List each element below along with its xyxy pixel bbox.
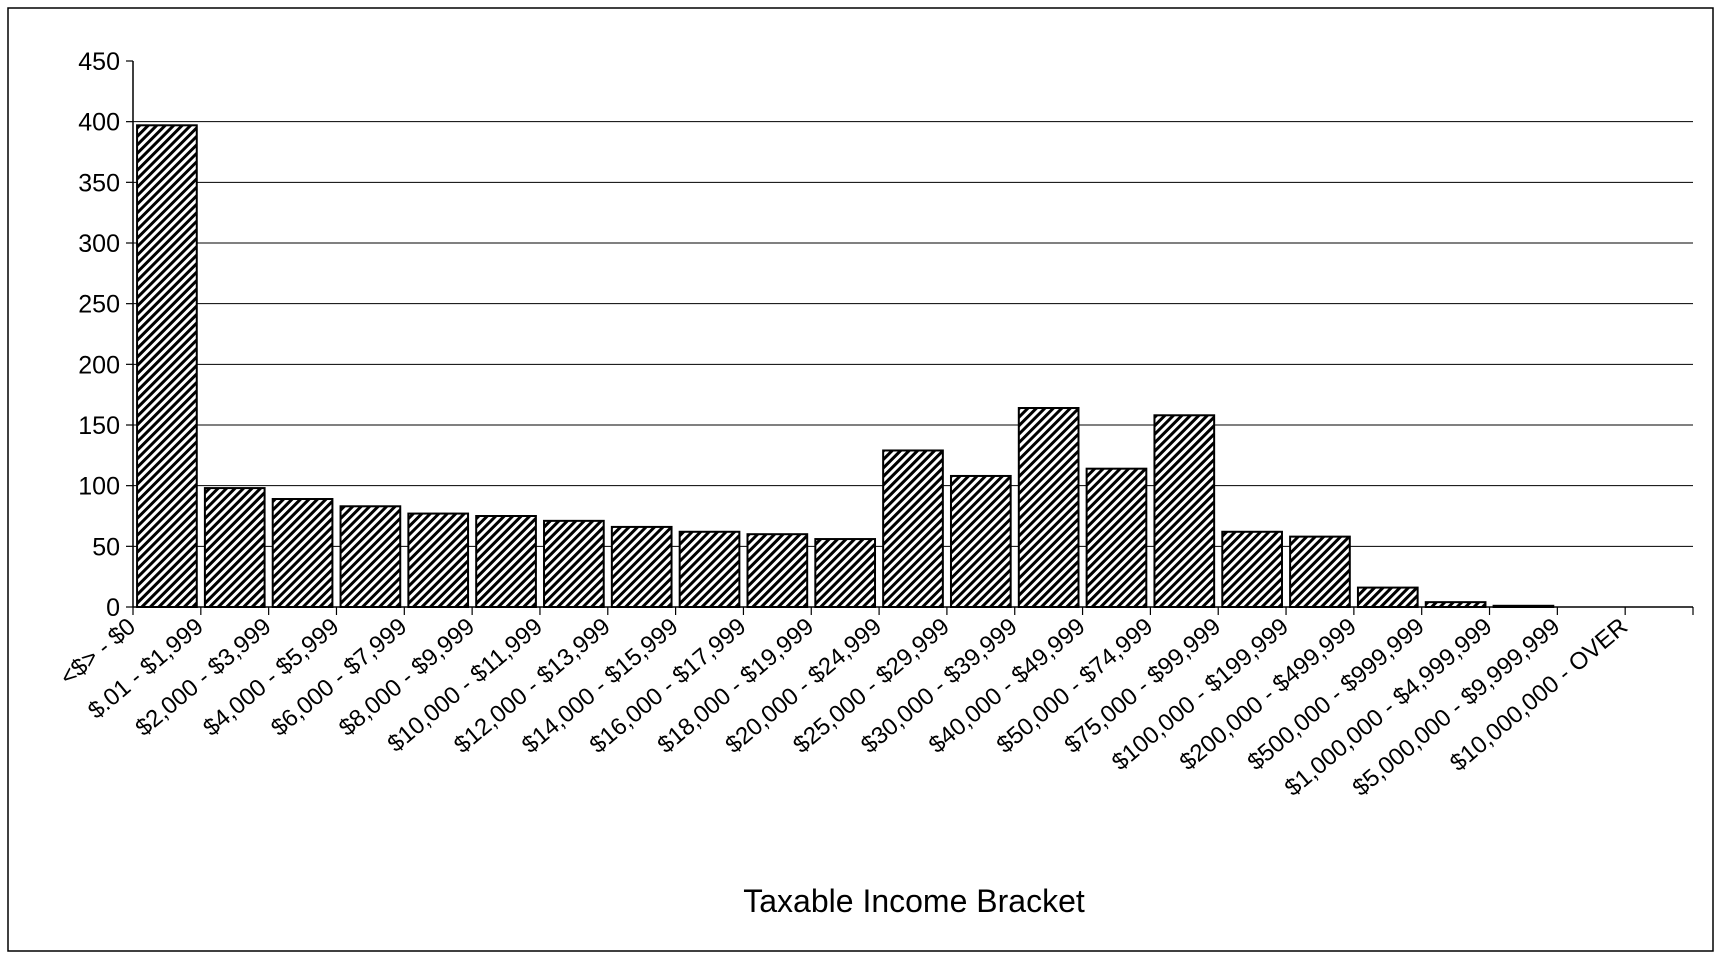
y-tick-label: 0 (106, 594, 120, 622)
y-tick-label: 50 (92, 533, 120, 561)
y-tick-label: 100 (78, 473, 120, 501)
bar (746, 533, 809, 609)
x-axis-title: Taxable Income Bracket (743, 883, 1085, 919)
bar (203, 487, 266, 608)
y-tick-label: 350 (78, 169, 120, 197)
bar (1289, 535, 1351, 609)
bar (1221, 530, 1283, 609)
bar (1356, 586, 1419, 609)
bar (610, 525, 673, 608)
gridlines (133, 121, 1693, 547)
bar (543, 519, 605, 608)
y-tick-label: 150 (78, 412, 120, 440)
y-tick-label: 400 (78, 109, 120, 137)
bar (1085, 467, 1148, 608)
bar (475, 515, 537, 608)
y-tick-label: 250 (78, 291, 120, 319)
bar (271, 498, 334, 609)
bar (949, 474, 1012, 608)
y-tick-label: 300 (78, 230, 120, 258)
y-tick-labels: 0 50 100 150 200 250 300 350 400 450 (78, 48, 120, 622)
bar (678, 530, 741, 609)
chart-border (7, 7, 1714, 952)
bar (1017, 407, 1080, 609)
y-tick-label: 450 (78, 48, 120, 76)
bar (136, 124, 198, 608)
bar (1153, 414, 1216, 609)
bar (882, 449, 944, 609)
bar (814, 538, 877, 608)
bar (339, 505, 402, 609)
y-tick-label: 200 (78, 351, 120, 379)
bars (136, 124, 1555, 609)
axes (126, 60, 1694, 615)
bar (407, 512, 470, 609)
